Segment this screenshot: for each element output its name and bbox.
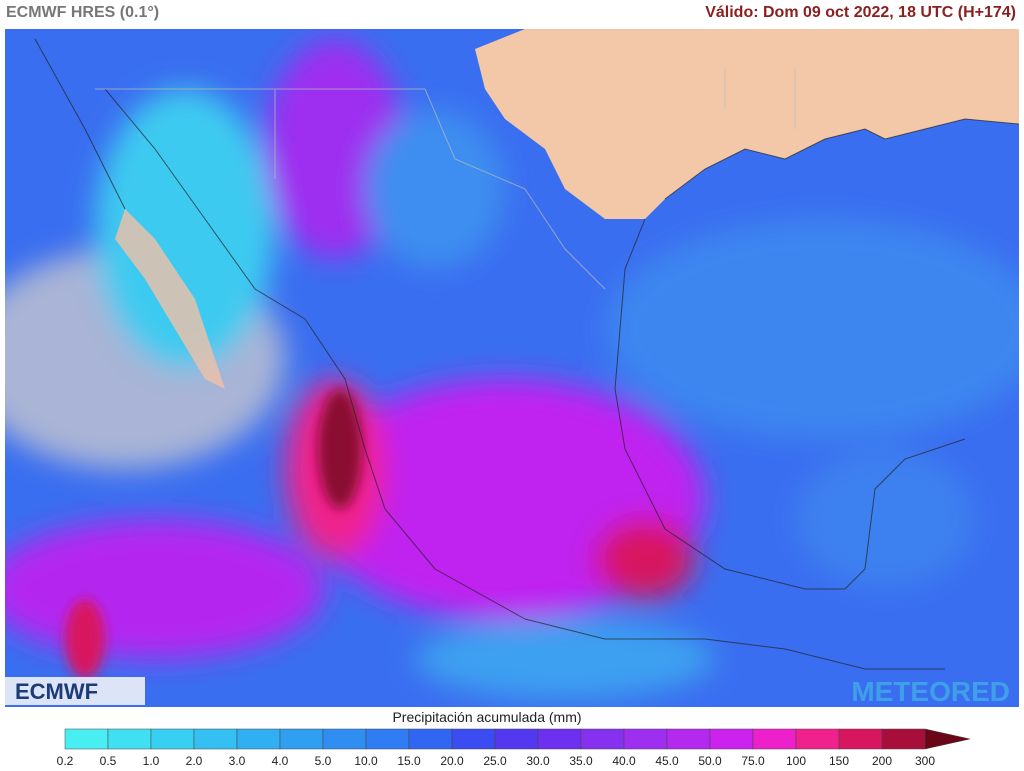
map: ECMWF METEORED: [5, 29, 1019, 707]
colorbar-bin: [580, 728, 625, 750]
colorbar-bin: [666, 728, 711, 750]
colorbar-tick-label: 0.2: [57, 754, 74, 768]
colorbar-bin: [537, 728, 582, 750]
colorbar-bin: [451, 728, 496, 750]
land-dry: [475, 29, 1019, 219]
colorbar-tick-label: 150: [829, 754, 849, 768]
precip-max: [65, 599, 105, 679]
colorbar-bin: [752, 728, 797, 750]
colorbar-tick-label: 15.0: [397, 754, 421, 768]
colorbar-bin: [150, 728, 195, 750]
colorbar-bin: [365, 728, 410, 750]
colorbar-tick-label: 0.5: [100, 754, 117, 768]
colorbar-tick-label: 20.0: [440, 754, 464, 768]
map-title: ECMWF HRES (0.1°): [6, 4, 160, 21]
colorbar-bin: [795, 728, 840, 750]
colorbar-tick-label: 5.0: [315, 754, 332, 768]
colorbar-tick-label: 40.0: [612, 754, 636, 768]
precip-max: [318, 389, 362, 509]
colorbar-bin: [236, 728, 281, 750]
colorbar-tick-label: 10.0: [354, 754, 378, 768]
colorbar-tick-label: 4.0: [272, 754, 289, 768]
logo-meteored: METEORED: [851, 676, 1010, 707]
colorbar-bin: [838, 728, 883, 750]
colorbar-tick-label: 2.0: [186, 754, 203, 768]
colorbar-bin: [279, 728, 324, 750]
colorbar-bin: [64, 728, 109, 750]
colorbar-tick-label: 25.0: [483, 754, 507, 768]
colorbar-bin: [322, 728, 367, 750]
colorbar-tick-label: 200: [872, 754, 892, 768]
colorbar-title: Precipitación acumulada (mm): [392, 709, 581, 725]
borders: [95, 69, 796, 290]
colorbar-bin: [623, 728, 668, 750]
colorbar-tick-label: 75.0: [741, 754, 765, 768]
colorbar-arrow: [924, 728, 971, 750]
land-dry: [115, 209, 225, 389]
colorbar-tick-label: 45.0: [655, 754, 679, 768]
valid-time: Válido: Dom 09 oct 2022, 18 UTC (H+174): [705, 4, 1016, 21]
colorbar-bin: [881, 728, 926, 750]
logo-ecmwf: ECMWF: [15, 679, 98, 704]
colorbar-tick-label: 35.0: [569, 754, 593, 768]
colorbar-tick-label: 100: [786, 754, 806, 768]
colorbar-tick-label: 300: [915, 754, 935, 768]
colorbar-tick-label: 30.0: [526, 754, 550, 768]
colorbar-bin: [494, 728, 539, 750]
colorbar-bin: [107, 728, 152, 750]
colorbar-bin: [709, 728, 754, 750]
colorbar-bin: [408, 728, 453, 750]
colorbar-tick-label: 1.0: [143, 754, 160, 768]
colorbar-tick-label: 50.0: [698, 754, 722, 768]
logo-bg: [5, 677, 145, 705]
coastline: [34, 38, 1019, 670]
colorbar-tick-label: 3.0: [229, 754, 246, 768]
colorbar: Precipitación acumulada (mm) 0.2 0.5 1.0 2.…: [57, 709, 971, 768]
colorbar-bin: [193, 728, 238, 750]
